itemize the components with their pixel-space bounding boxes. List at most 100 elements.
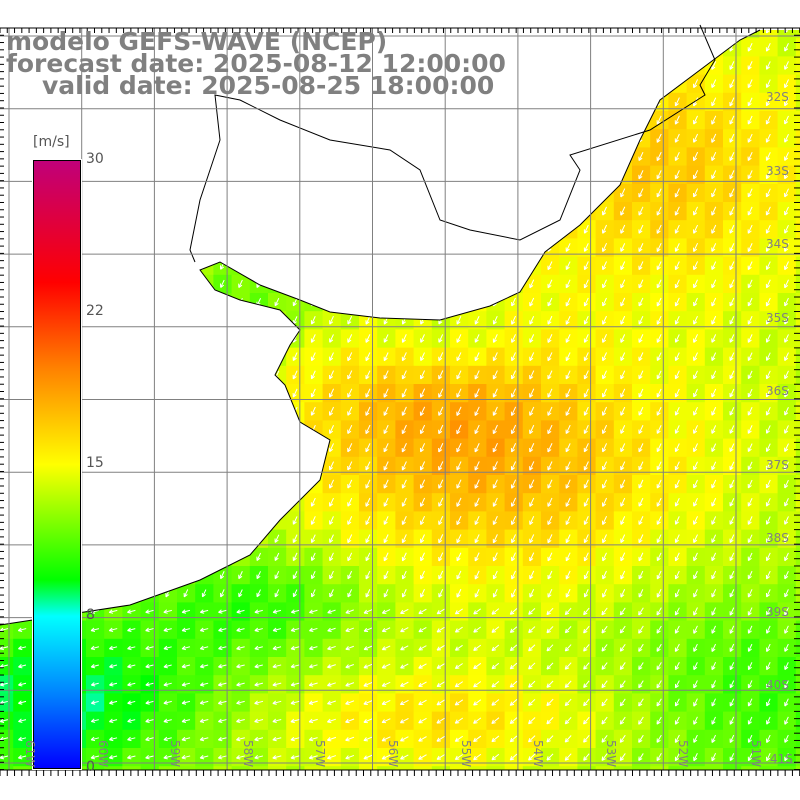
wind-arrow [693, 79, 699, 89]
wind-cell [13, 511, 32, 531]
wind-arrow [456, 588, 462, 598]
wind-arrow [274, 170, 280, 179]
wind-arrow [620, 388, 626, 398]
wind-arrow [438, 515, 444, 525]
wind-arrow [164, 774, 172, 778]
wind-cell [268, 402, 287, 421]
wind-arrow [365, 152, 371, 161]
wind-arrow [547, 97, 553, 107]
wind-arrow [765, 406, 771, 416]
wind-cell [395, 183, 415, 203]
wind-cell [795, 92, 800, 112]
wind-arrow [674, 151, 680, 161]
wind-arrow [383, 461, 389, 471]
lon-label: 55W [458, 740, 473, 768]
wind-cell [613, 74, 633, 94]
wind-arrow [656, 297, 662, 307]
wind-arrow [274, 589, 280, 598]
wind-arrow [274, 133, 280, 143]
wind-arrow [401, 243, 407, 252]
wind-cell [249, 420, 269, 440]
wind-arrow [619, 662, 626, 671]
wind-cell [413, 766, 433, 770]
wind-arrow [401, 534, 407, 544]
wind-arrow [602, 370, 607, 380]
wind-arrow [565, 279, 571, 289]
wind-arrow [329, 170, 334, 179]
wind-arrow [238, 388, 243, 398]
wind-arrow [510, 461, 517, 471]
wind-arrow [438, 30, 444, 34]
wind-arrow [110, 297, 116, 307]
wind-arrow [454, 717, 464, 724]
wind-cell [431, 111, 451, 130]
wind-arrow [564, 644, 572, 652]
wind-arrow [347, 261, 353, 270]
wind-arrow [456, 406, 462, 416]
wind-arrow [456, 479, 462, 489]
wind-arrow [310, 388, 316, 398]
wind-arrow [218, 718, 227, 724]
wind-cell [268, 147, 287, 167]
wind-arrow [383, 552, 389, 562]
wind-cell [340, 111, 360, 130]
wind-arrow [456, 315, 462, 325]
wind-cell [104, 129, 123, 148]
wind-arrow [292, 225, 298, 234]
wind-arrow [711, 297, 717, 307]
wind-arrow [201, 479, 207, 489]
wind-arrow [310, 461, 316, 471]
wind-cell [395, 111, 415, 130]
wind-arrow [730, 771, 734, 778]
wind-arrow [456, 370, 462, 380]
wind-arrow [766, 662, 771, 671]
wind-arrow [147, 225, 152, 234]
wind-arrow [272, 755, 282, 760]
wind-arrow [217, 755, 227, 760]
wind-arrow [401, 279, 407, 289]
wind-arrow [165, 516, 171, 525]
wind-arrow [529, 170, 535, 180]
wind-arrow [583, 716, 590, 725]
wind-arrow [329, 188, 334, 198]
wind-arrow [492, 316, 498, 325]
wind-arrow [747, 261, 753, 271]
wind-arrow [583, 753, 590, 761]
wind-cell [377, 202, 396, 221]
lon-label: 56W [386, 740, 400, 768]
wind-arrow [620, 115, 626, 125]
wind-cell [140, 766, 160, 770]
wind-arrow [329, 279, 334, 289]
wind-cell [0, 475, 14, 494]
wind-arrow [657, 771, 661, 778]
wind-arrow [329, 152, 334, 161]
wind-arrow [419, 479, 426, 489]
wind-cell [450, 111, 469, 130]
wind-arrow [438, 534, 444, 544]
lon-label: 53W [603, 740, 618, 768]
wind-arrow [747, 370, 753, 380]
wind-arrow [383, 589, 389, 598]
wind-arrow [547, 406, 553, 416]
wind-cell [195, 766, 214, 770]
wind-cell [104, 566, 123, 585]
wind-arrow [436, 645, 445, 651]
wind-arrow [638, 79, 644, 89]
wind-arrow [420, 552, 425, 562]
wind-arrow [254, 682, 264, 687]
wind-arrow [127, 645, 136, 651]
wind-arrow [601, 424, 608, 435]
wind-arrow [747, 461, 753, 471]
wind-cell [486, 766, 506, 770]
wind-cell [249, 202, 269, 221]
wind-arrow [511, 552, 516, 562]
wind-cell [213, 547, 233, 567]
colorbar-tick-0: 0 [86, 759, 95, 775]
wind-cell [0, 293, 14, 312]
wind-arrow [436, 626, 445, 633]
wind-cell [13, 438, 32, 458]
colorbar-tick-8: 8 [86, 607, 95, 623]
wind-cell [741, 766, 760, 770]
wind-arrow [656, 30, 662, 34]
wind-arrow [747, 352, 753, 361]
